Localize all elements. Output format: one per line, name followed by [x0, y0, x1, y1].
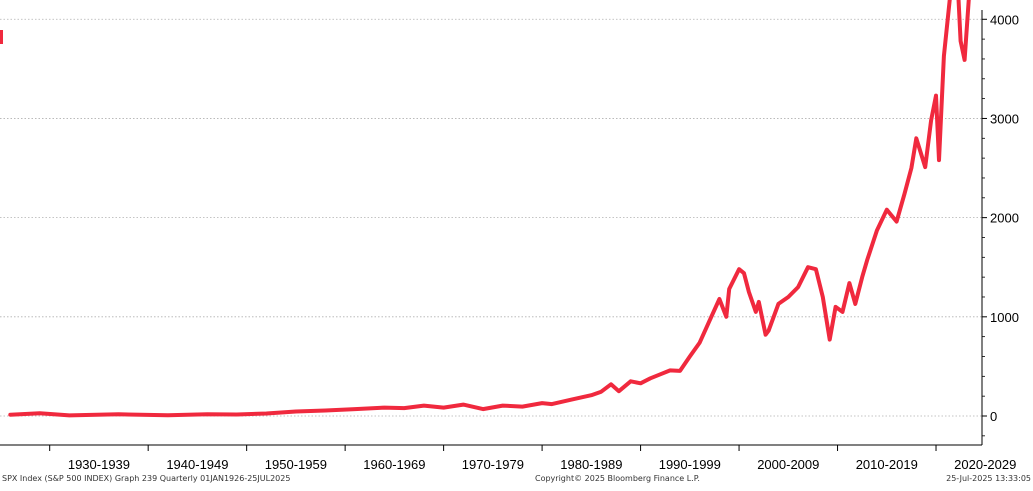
x-tick-label: 1950-1959 [265, 457, 327, 472]
y-tick-label: 2000 [990, 211, 1019, 226]
x-tick-label: 1930-1939 [68, 457, 130, 472]
y-tick-label: 4000 [990, 12, 1019, 27]
y-tick-label: 1000 [990, 310, 1019, 325]
x-tick-label: 1990-1999 [659, 457, 721, 472]
x-tick-label: 1940-1949 [166, 457, 228, 472]
series-line-spx [8, 0, 971, 418]
footer-timestamp: 25-Jul-2025 13:33:05 [946, 474, 1031, 483]
x-tick-label: 1960-1969 [363, 457, 425, 472]
x-tick-label: 1970-1979 [462, 457, 524, 472]
footer-source: SPX Index (S&P 500 INDEX) Graph 239 Quar… [2, 474, 291, 483]
x-tick-label: 2020-2029 [954, 457, 1016, 472]
x-tick-label: 1980-1989 [560, 457, 622, 472]
legend-marker [0, 30, 3, 44]
y-tick-label: 0 [990, 409, 997, 424]
y-tick-label: 3000 [990, 111, 1019, 126]
x-tick-label: 2000-2009 [757, 457, 819, 472]
footer-copyright: Copyright© 2025 Bloomberg Finance L.P. [535, 474, 700, 483]
x-tick-label: 2010-2019 [856, 457, 918, 472]
